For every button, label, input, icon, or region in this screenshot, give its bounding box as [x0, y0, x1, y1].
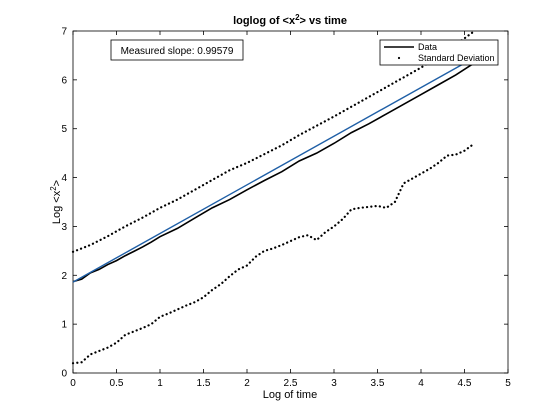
y-axis-ticks: 0 1 2 3 4 5 6 7 [61, 27, 508, 380]
x-tick-label: 2 [244, 378, 250, 389]
legend-std-swatch [397, 56, 401, 60]
axes-frame [72, 30, 509, 374]
legend-std-label: Standard Deviation [418, 53, 495, 63]
annotation-text: Measured slope: 0.99579 [121, 46, 234, 57]
legend-box [379, 39, 499, 66]
annotation-box [110, 39, 244, 61]
y-tick-label: 4 [61, 173, 67, 184]
x-tick-label: 1 [157, 378, 163, 389]
x-tick-label: 3 [331, 378, 337, 389]
slope-annotation: Measured slope: 0.99579 [110, 39, 244, 61]
x-tick-label: 2.5 [284, 378, 298, 389]
series-line-std-2 [71, 30, 475, 253]
y-tick-label: 1 [61, 320, 67, 331]
y-tick-label: 5 [61, 124, 67, 135]
y-tick-label: 7 [61, 27, 67, 38]
x-tick-label: 4 [418, 378, 424, 389]
x-axis-ticks: 0 0.5 1 1.5 2 2.5 3 3.5 4 4.5 5 [70, 31, 511, 389]
y-axis-label: Log <x2> [49, 180, 64, 224]
series-line-std-3 [71, 143, 475, 365]
y-tick-label: 0 [61, 369, 67, 380]
y-tick-label: 6 [61, 75, 67, 86]
y-tick-label: 2 [61, 271, 67, 282]
x-tick-label: 0.5 [110, 378, 124, 389]
x-tick-label: 5 [505, 378, 511, 389]
series-layer [71, 30, 475, 365]
series-line-data [72, 63, 474, 283]
series-line-fit [72, 57, 474, 283]
x-tick-label: 1.5 [197, 378, 211, 389]
legend: Data Standard Deviation [379, 39, 499, 66]
plot-area [71, 30, 509, 374]
chart-title: loglog of <x2> vs time [233, 13, 347, 28]
y-tick-label: 3 [61, 222, 67, 233]
legend-data-label: Data [418, 42, 437, 52]
x-tick-label: 3.5 [371, 378, 385, 389]
x-tick-label: 4.5 [458, 378, 472, 389]
x-axis-label: Log of time [263, 389, 317, 401]
x-tick-label: 0 [70, 378, 76, 389]
